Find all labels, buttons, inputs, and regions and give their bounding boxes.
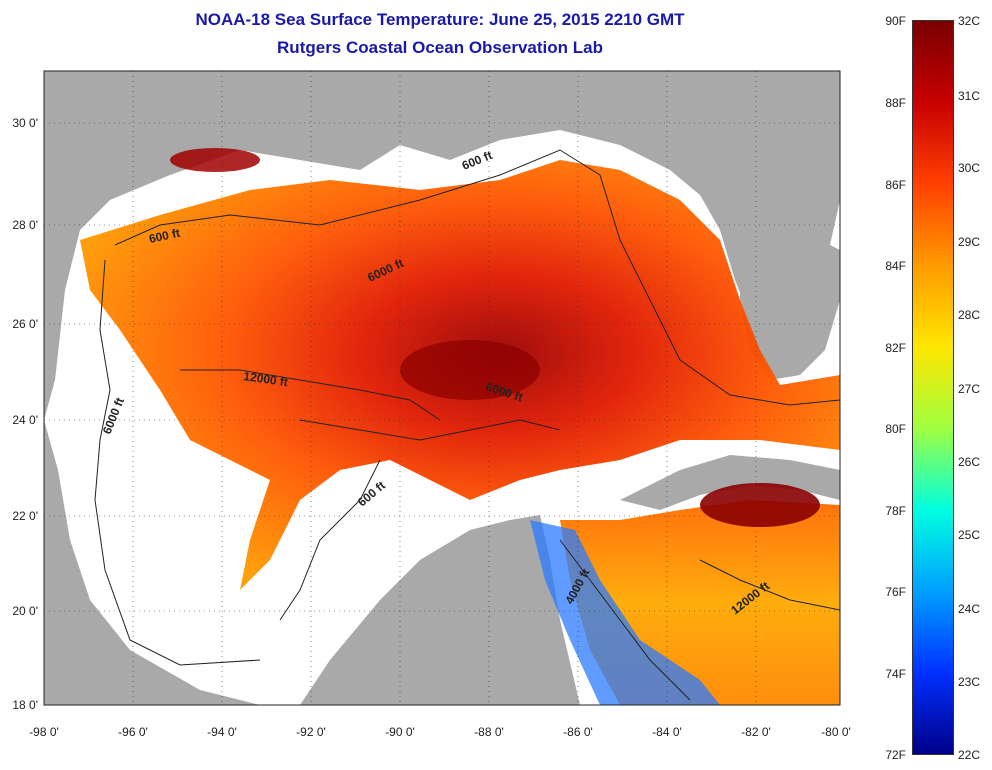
land-florida (740, 200, 840, 380)
colorbar-c-label: 29C (958, 235, 981, 249)
colorbar-c-label: 30C (958, 161, 981, 175)
sst-hot-spot-cuba (700, 483, 820, 527)
y-tick-label: 24 0' (12, 413, 38, 427)
x-axis-labels: -98 0' -96 0' -94 0' -92 0' -90 0' -88 0… (29, 725, 851, 739)
sst-hot-coast (170, 148, 260, 172)
colorbar-f-label: 80F (885, 422, 906, 436)
x-tick-label: -96 0' (118, 725, 148, 739)
colorbar-c-label: 28C (958, 308, 981, 322)
graticule (44, 71, 840, 705)
depth-contours (94, 149, 841, 701)
colorbar-f-label: 82F (885, 341, 906, 355)
colorbar-c-label: 27C (958, 382, 981, 396)
land-usa (44, 71, 840, 420)
colorbar-c-label: 26C (958, 455, 981, 469)
colorbar-c-label: 32C (958, 14, 981, 28)
colorbar-f-label: 78F (885, 504, 906, 518)
land-cuba (620, 455, 840, 510)
x-tick-label: -98 0' (29, 725, 59, 739)
colorbar-f-label: 90F (885, 14, 906, 28)
land-yucatan (300, 515, 580, 705)
x-tick-label: -84 0' (652, 725, 682, 739)
sst-hot-core (400, 340, 540, 400)
x-tick-label: -88 0' (474, 725, 504, 739)
y-tick-label: 28 0' (12, 218, 38, 232)
colorbar-c-label: 24C (958, 602, 981, 616)
colorbar-c-label: 31C (958, 89, 981, 103)
sst-cold-upwelling (530, 520, 720, 705)
x-tick-label: -80 0' (821, 725, 851, 739)
land-mexico-west (44, 420, 260, 705)
x-tick-label: -90 0' (385, 725, 415, 739)
y-tick-label: 18 0' (12, 698, 38, 712)
colorbar-f-label: 74F (885, 667, 906, 681)
colorbar-f-label: 76F (885, 585, 906, 599)
temperature-colorbar (912, 20, 954, 755)
colorbar-c-label: 25C (958, 528, 981, 542)
map-title: NOAA-18 Sea Surface Temperature: June 25… (195, 10, 685, 29)
x-tick-label: -94 0' (207, 725, 237, 739)
y-tick-label: 20 0' (12, 604, 38, 618)
colorbar-f-label: 88F (885, 96, 906, 110)
colorbar-f-label: 72F (885, 748, 906, 762)
colorbar-f-label: 86F (885, 178, 906, 192)
y-axis-labels: 30 0' 28 0' 26 0' 24 0' 22 0' 20 0' 18 0… (12, 116, 38, 712)
map-subtitle: Rutgers Coastal Ocean Observation Lab (277, 38, 603, 57)
map-frame (43, 70, 841, 706)
y-tick-label: 30 0' (12, 116, 38, 130)
colorbar-c-label: 22C (958, 748, 981, 762)
contour-label: 12000 ft (243, 369, 289, 389)
y-tick-label: 22 0' (12, 509, 38, 523)
y-tick-label: 26 0' (12, 317, 38, 331)
colorbar-c-label: 23C (958, 675, 981, 689)
x-tick-label: -86 0' (563, 725, 593, 739)
x-tick-label: -82 0' (741, 725, 771, 739)
colorbar-f-label: 84F (885, 259, 906, 273)
contour-label: 600 ft (148, 226, 182, 246)
x-tick-label: -92 0' (296, 725, 326, 739)
